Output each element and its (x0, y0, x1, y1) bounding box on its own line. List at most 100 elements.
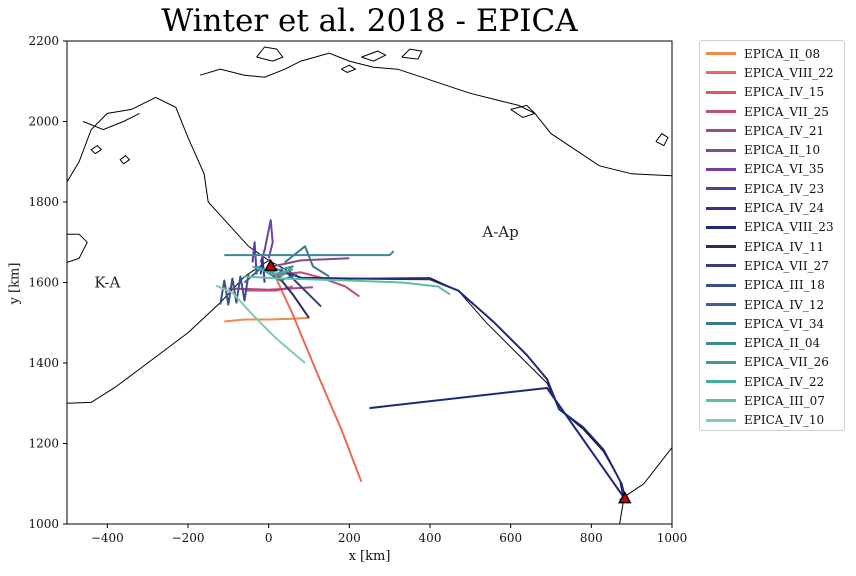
coastline-3 (67, 233, 88, 263)
track-EPICA_IV_11 (275, 273, 310, 319)
legend-entry: EPICA_IV_11 (706, 237, 844, 256)
legend-label: EPICA_II_08 (744, 46, 821, 61)
legend-swatch (706, 341, 736, 345)
coastline-7 (119, 155, 131, 165)
y-tick-label-3: 1600 (28, 276, 59, 290)
track-EPICA_VIII_22 (269, 265, 363, 483)
y-tick-label-0: 1000 (28, 517, 59, 531)
legend-label: EPICA_IV_23 (744, 181, 825, 196)
legend-swatch (706, 380, 736, 384)
legend-swatch (706, 206, 736, 210)
track-EPICA_IV_21 (228, 286, 314, 291)
legend-swatch (706, 129, 736, 133)
legend-swatch (706, 167, 736, 171)
coastline-5 (82, 112, 140, 131)
x-tick-label-0: −400 (91, 531, 124, 545)
legend-label: EPICA_VII_27 (744, 258, 829, 273)
track-EPICA_IV_22 (252, 265, 294, 276)
legend-label: EPICA_II_10 (744, 143, 821, 158)
y-tick-label-1: 1200 (28, 437, 59, 451)
x-tick-label-3: 200 (338, 531, 361, 545)
legend-swatch (706, 418, 736, 422)
station-markers-layer (263, 258, 632, 504)
legend-entry: EPICA_IV_24 (706, 198, 844, 217)
legend-entry: EPICA_II_08 (706, 44, 844, 63)
coastline-6 (90, 144, 103, 155)
coastline-8 (256, 46, 284, 62)
y-tick-label-2: 1400 (28, 356, 59, 370)
legend-label: EPICA_IV_22 (744, 374, 825, 389)
legend-swatch (706, 52, 736, 56)
track-EPICA_III_18 (219, 274, 250, 306)
legend-label: EPICA_III_18 (744, 278, 825, 293)
legend-entry: EPICA_IV_21 (706, 121, 844, 140)
legend-label: EPICA_IV_12 (744, 297, 825, 312)
legend-label: EPICA_IV_10 (744, 413, 825, 428)
x-tick-label-2: 0 (265, 531, 273, 545)
legend-label: EPICA_VII_25 (744, 104, 829, 119)
track-EPICA_II_08 (224, 316, 310, 323)
legend-swatch (706, 110, 736, 114)
track-EPICA_II_04 (224, 250, 395, 257)
legend-entry: EPICA_IV_15 (706, 83, 844, 102)
legend-entry: EPICA_III_07 (706, 391, 844, 410)
y-tick-label-6: 2200 (28, 34, 59, 48)
coastline-9 (361, 50, 387, 62)
region-label-1: A-Ap (481, 223, 518, 241)
legend-entry: EPICA_II_04 (706, 333, 844, 352)
legend-entry: EPICA_IV_12 (706, 295, 844, 314)
legend-swatch (706, 303, 736, 306)
y-tick-label-5: 2000 (28, 115, 59, 129)
y-axis-label: y [km] (7, 262, 23, 305)
legend-label: EPICA_II_04 (744, 336, 821, 351)
legend-entry: EPICA_VII_26 (706, 353, 844, 372)
legend-label: EPICA_IV_11 (744, 239, 825, 254)
chart-title: Winter et al. 2018 - EPICA (161, 3, 578, 39)
coastline-12 (655, 132, 669, 147)
legend-entry: EPICA_VIII_22 (706, 63, 844, 82)
legend-label: EPICA_VI_34 (744, 316, 825, 331)
legend-swatch (706, 245, 736, 249)
track-EPICA_VII_27 (284, 269, 322, 308)
region-labels-layer: K-A A-Ap (94, 223, 518, 291)
coastline-2 (619, 447, 672, 501)
legend-swatch (706, 225, 736, 229)
coastline-4 (199, 52, 672, 177)
legend-entry: EPICA_II_10 (706, 140, 844, 159)
plot-frame (66, 40, 673, 525)
legend-label: EPICA_VII_26 (744, 355, 829, 370)
legend-entry: EPICA_VI_34 (706, 314, 844, 333)
x-tick-label-4: 400 (419, 531, 442, 545)
legend-entry: EPICA_III_18 (706, 276, 844, 295)
legend-label: EPICA_VIII_22 (744, 65, 834, 80)
legend-swatch (706, 399, 736, 403)
coastline-10 (401, 48, 423, 60)
legend-entry: EPICA_VII_27 (706, 256, 844, 275)
legend-label: EPICA_IV_21 (744, 123, 825, 138)
region-label-0: K-A (94, 274, 120, 292)
coastline-layer (67, 46, 672, 524)
flight-tracks-layer (215, 219, 627, 501)
legend: EPICA_II_08 EPICA_VIII_22 EPICA_IV_15 EPICA… (699, 40, 845, 431)
legend-entry: EPICA_IV_23 (706, 179, 844, 198)
track-EPICA_IV_10 (215, 284, 306, 364)
legend-label: EPICA_IV_15 (744, 85, 825, 100)
legend-label: EPICA_III_07 (744, 393, 825, 408)
axes: −400 −200 0 200 400 600 800 1000 1000 1200 1400 160… (28, 34, 687, 545)
x-tick-label-5: 600 (499, 531, 522, 545)
legend-swatch (706, 148, 736, 152)
track-EPICA_II_10 (267, 257, 350, 268)
legend-entry: EPICA_VI_35 (706, 160, 844, 179)
legend-label: EPICA_IV_24 (744, 201, 825, 216)
legend-swatch (706, 283, 736, 287)
coastline-0 (67, 96, 270, 404)
legend-entry: EPICA_VIII_23 (706, 218, 844, 237)
legend-swatch (706, 322, 736, 326)
legend-entry: EPICA_VII_25 (706, 102, 844, 121)
station-marker-0 (263, 258, 278, 272)
legend-swatch (706, 71, 736, 75)
x-tick-label-7: 1000 (657, 531, 688, 545)
track-EPICA_III_07 (244, 275, 451, 296)
legend-swatch (706, 187, 736, 191)
